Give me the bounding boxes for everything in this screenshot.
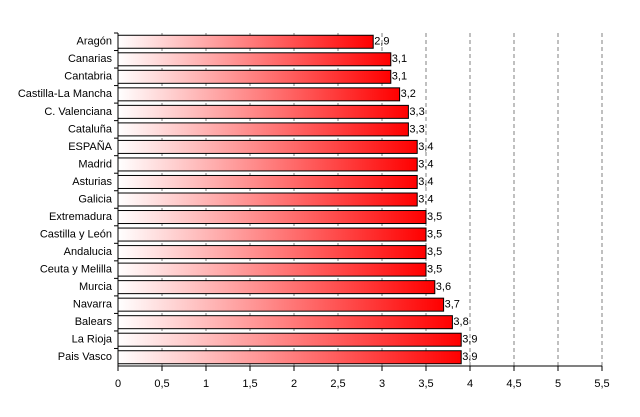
x-tick-label: 2 — [291, 378, 297, 390]
bar — [117, 262, 427, 277]
bar — [117, 227, 427, 242]
value-label: 3,3 — [409, 106, 424, 118]
bar — [117, 52, 392, 67]
value-label: 3,3 — [409, 123, 424, 135]
value-label: 3,1 — [392, 53, 407, 65]
x-tick-label: 1 — [203, 378, 209, 390]
bar — [117, 157, 418, 172]
bar — [117, 87, 401, 102]
y-tick-label: Castilla y León — [40, 228, 112, 240]
bar — [117, 122, 409, 137]
value-label: 3,4 — [418, 158, 433, 170]
value-label: 3,4 — [418, 176, 433, 188]
y-tick-label: Galicia — [78, 193, 113, 205]
value-label: 3,6 — [436, 281, 451, 293]
y-tick-label: Murcia — [79, 281, 113, 293]
y-tick-label: Aragón — [77, 36, 112, 48]
x-tick-label: 0 — [115, 378, 121, 390]
x-tick-label: 3 — [379, 378, 385, 390]
y-tick-label: C. Valenciana — [44, 106, 113, 118]
y-tick-label: Canarias — [68, 53, 113, 65]
bar — [117, 245, 427, 260]
value-label: 3,5 — [427, 264, 442, 276]
y-tick-label: Castilla-La Mancha — [18, 88, 113, 100]
x-tick-label: 5 — [555, 378, 561, 390]
y-tick-label: Ceuta y Melilla — [40, 264, 113, 276]
x-tick-label: 4 — [467, 378, 473, 390]
y-tick-label: Cataluña — [68, 123, 113, 135]
value-label: 3,8 — [453, 316, 468, 328]
y-tick-label: Cantabria — [64, 71, 113, 83]
y-tick-label: Extremadura — [49, 211, 113, 223]
y-tick-label: Asturias — [72, 176, 112, 188]
bar — [117, 332, 462, 347]
bar — [117, 174, 418, 189]
value-label: 3,4 — [418, 193, 433, 205]
value-label: 3,4 — [418, 141, 433, 153]
value-label: 3,5 — [427, 246, 442, 258]
x-tick-label: 1,5 — [242, 378, 257, 390]
x-tick-label: 4,5 — [506, 378, 521, 390]
x-tick-label: 5,5 — [594, 378, 609, 390]
value-label: 3,9 — [462, 351, 477, 363]
value-label: 2,9 — [374, 36, 389, 48]
bar — [117, 350, 462, 365]
y-tick-label: Andalucia — [64, 246, 113, 258]
bar — [117, 315, 453, 330]
bar — [117, 34, 374, 49]
bar — [117, 297, 445, 312]
bars — [117, 34, 462, 365]
value-label: 3,9 — [462, 334, 477, 346]
y-tick-label: Balears — [75, 316, 113, 328]
value-label: 3,5 — [427, 211, 442, 223]
value-label: 3,1 — [392, 71, 407, 83]
x-tick-label: 2,5 — [330, 378, 345, 390]
y-tick-label: ESPAÑA — [68, 140, 112, 153]
value-label: 3,5 — [427, 228, 442, 240]
y-tick-label: La Rioja — [72, 334, 113, 346]
y-tick-label: Madrid — [78, 158, 112, 170]
y-tick-label: Navarra — [73, 299, 113, 311]
y-tick-label: Pais Vasco — [58, 351, 112, 363]
value-label: 3,7 — [445, 299, 460, 311]
x-tick-label: 0,5 — [154, 378, 169, 390]
bar — [117, 280, 436, 295]
bar — [117, 210, 427, 225]
value-label: 3,2 — [401, 88, 416, 100]
bar — [117, 104, 409, 119]
bar — [117, 69, 392, 84]
x-tick-label: 3,5 — [418, 378, 433, 390]
bar — [117, 139, 418, 154]
bar — [117, 192, 418, 207]
